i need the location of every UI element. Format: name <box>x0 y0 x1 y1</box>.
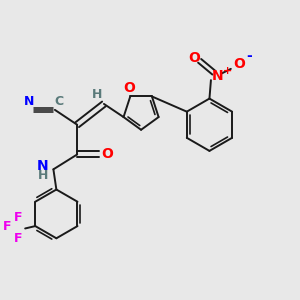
Text: -: - <box>246 50 252 63</box>
Text: O: O <box>102 148 113 161</box>
Text: N: N <box>212 69 223 83</box>
Text: H: H <box>92 88 102 100</box>
Text: +: + <box>223 66 232 76</box>
Text: F: F <box>3 220 12 233</box>
Text: H: H <box>38 169 48 182</box>
Text: F: F <box>14 211 22 224</box>
Text: O: O <box>188 52 200 65</box>
Text: N: N <box>37 159 49 173</box>
Text: C: C <box>54 95 63 108</box>
Text: F: F <box>14 232 22 245</box>
Text: O: O <box>233 56 245 70</box>
Text: N: N <box>24 95 34 108</box>
Text: O: O <box>123 81 135 95</box>
